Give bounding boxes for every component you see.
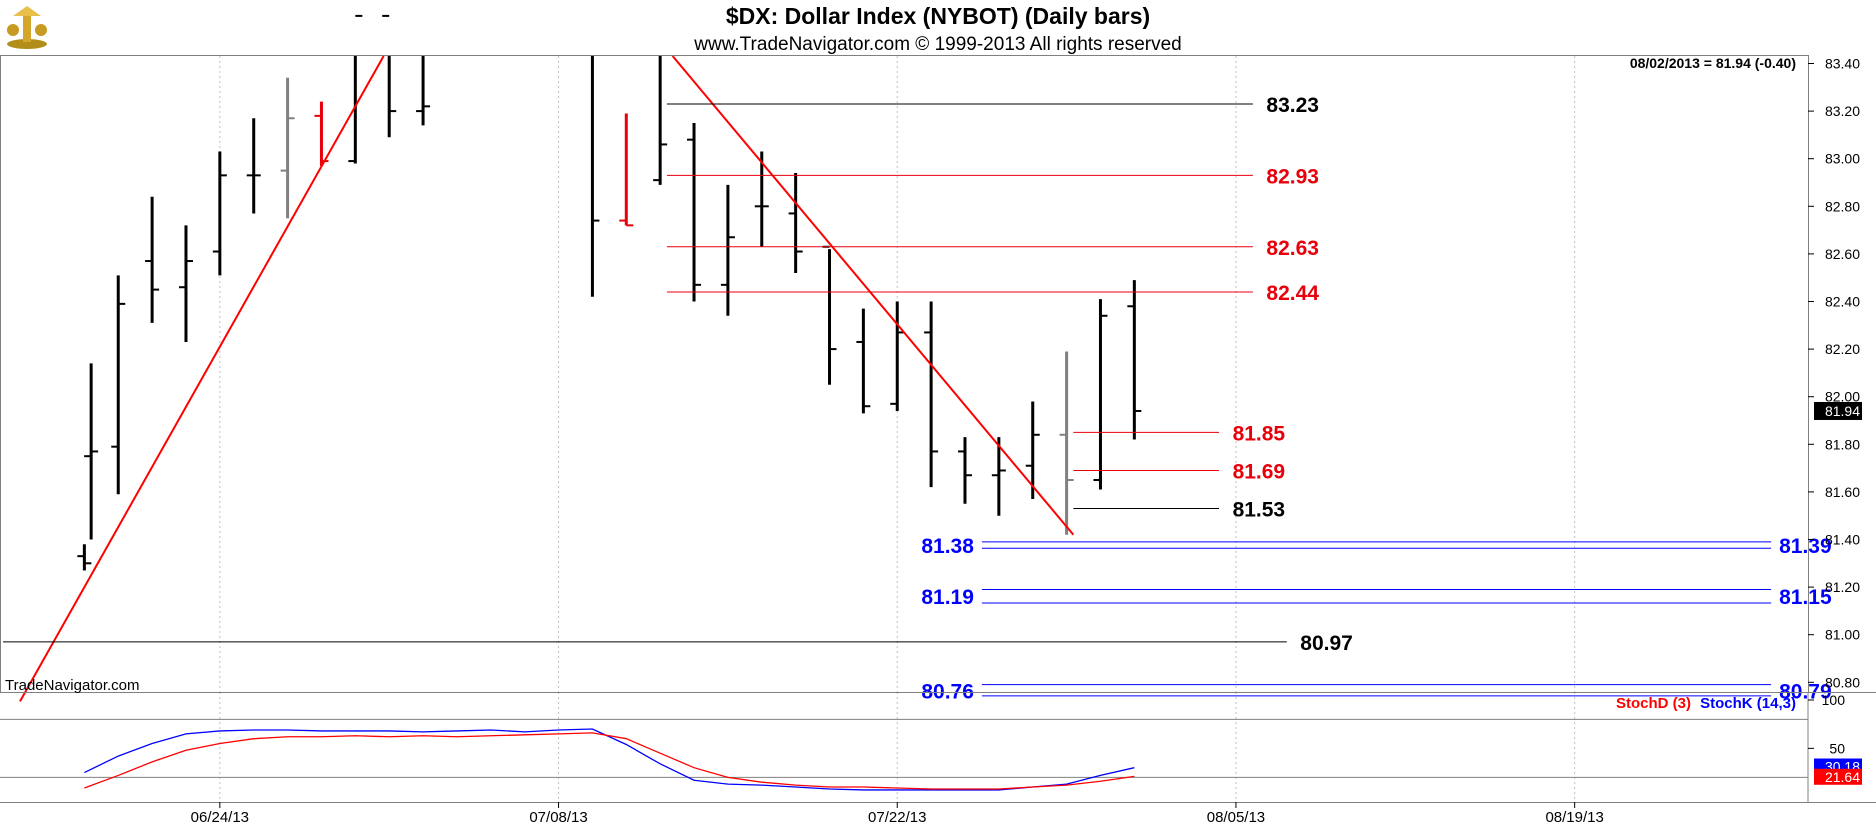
price-tick-label: 81.00 bbox=[1825, 627, 1860, 643]
ohlc-bar bbox=[720, 184, 735, 316]
watermark: TradeNavigator.com bbox=[5, 677, 140, 694]
stoch-tick-label: 50 bbox=[1829, 740, 1845, 756]
trendline bbox=[671, 55, 1075, 536]
price-panel-frame bbox=[0, 55, 1809, 693]
level-label: 81.53 bbox=[1233, 499, 1286, 522]
price-tick-label: 81.20 bbox=[1825, 579, 1860, 595]
price-tick-label: 82.40 bbox=[1825, 294, 1860, 310]
last-price-readout: 08/02/2013 = 81.94 (-0.40) bbox=[1630, 55, 1796, 71]
stoch-d-label: StochD (3) bbox=[1616, 695, 1691, 712]
zone-right-label: 81.15 bbox=[1779, 586, 1832, 609]
ohlc-bar bbox=[212, 151, 227, 276]
level-label: 82.44 bbox=[1266, 282, 1319, 305]
ohlc-bar bbox=[590, 56, 600, 297]
time-tick-label: 08/05/13 bbox=[1207, 809, 1265, 826]
price-tick-label: 81.40 bbox=[1825, 532, 1860, 548]
last-value-tag-label: 81.94 bbox=[1825, 403, 1860, 419]
stoch-k-label: StochK (14,3) bbox=[1700, 695, 1796, 712]
level-label: 83.23 bbox=[1266, 94, 1319, 117]
ohlc-bar bbox=[280, 77, 295, 219]
zone-left-label: 81.19 bbox=[921, 586, 974, 609]
time-tick-label: 07/08/13 bbox=[529, 809, 587, 826]
last-value-tag bbox=[1814, 401, 1862, 420]
ohlc-bar bbox=[619, 113, 634, 227]
level-label: 82.63 bbox=[1266, 237, 1319, 260]
stoch-grid bbox=[0, 692, 1809, 802]
ohlc-bar bbox=[653, 56, 668, 185]
price-tick-label: 82.60 bbox=[1825, 246, 1860, 262]
ohlc-bar bbox=[924, 301, 939, 488]
ohlc-bar bbox=[77, 544, 92, 571]
ohlc-bar bbox=[84, 363, 99, 540]
time-tick-label: 08/19/13 bbox=[1545, 809, 1603, 826]
price-tick-label: 83.40 bbox=[1825, 56, 1860, 72]
ohlc-bar bbox=[822, 245, 837, 385]
price-tick-label: 83.20 bbox=[1825, 103, 1860, 119]
zone-right-label: 81.39 bbox=[1779, 535, 1832, 558]
trade-navigator-logo-icon bbox=[7, 6, 47, 49]
trendlines bbox=[19, 55, 1075, 702]
ohlc-bar bbox=[382, 14, 397, 138]
price-tick-label: 81.60 bbox=[1825, 484, 1860, 500]
ohlc-bar bbox=[754, 151, 769, 247]
zone-right-label: 80.79 bbox=[1779, 680, 1832, 703]
ohlc-bar bbox=[145, 196, 160, 323]
level-label: 82.93 bbox=[1266, 165, 1319, 188]
time-tick-label: 06/24/13 bbox=[191, 809, 249, 826]
price-tick-label: 83.00 bbox=[1825, 151, 1860, 167]
ohlc-bar bbox=[1127, 280, 1142, 440]
ohlc-bar bbox=[687, 123, 702, 302]
time-tick-label: 07/22/13 bbox=[868, 809, 926, 826]
price-tick-label: 82.80 bbox=[1825, 198, 1860, 214]
chart-title: $DX: Dollar Index (NYBOT) (Daily bars) bbox=[726, 3, 1150, 29]
stoch-tick-label: 100 bbox=[1822, 692, 1846, 708]
zone-left-label: 80.76 bbox=[921, 680, 974, 703]
ohlc-bar bbox=[178, 225, 193, 342]
ohlc-bar bbox=[1025, 401, 1040, 500]
ohlc-bar bbox=[348, 14, 363, 164]
ohlc-bar bbox=[111, 275, 126, 495]
ohlc-bar bbox=[1093, 299, 1108, 490]
copyright-line: www.TradeNavigator.com © 1999-2013 All r… bbox=[693, 34, 1181, 55]
stoch-d-line bbox=[84, 732, 1135, 790]
level-label: 81.69 bbox=[1233, 460, 1286, 483]
price-axis: 83.40 83.20 83.00 82.80 82.60 82.40 82.20 82.00… bbox=[1808, 56, 1862, 690]
price-levels: 83.23 82.93 82.63 82.44 81.85 81.69 81.53 80.97… bbox=[3, 94, 1832, 703]
ohlc-bar bbox=[957, 437, 972, 504]
ohlc-bar bbox=[856, 308, 871, 414]
price-tick-label: 82.20 bbox=[1825, 341, 1860, 357]
ohlc-bar bbox=[991, 437, 1006, 516]
price-tick-label: 80.80 bbox=[1825, 674, 1860, 690]
level-label: 80.97 bbox=[1300, 632, 1353, 655]
time-axis: 06/24/13 07/08/13 07/22/13 08/05/13 08/19/13 bbox=[191, 802, 1604, 826]
price-tick-label: 82.00 bbox=[1825, 389, 1860, 405]
level-label: 81.85 bbox=[1233, 422, 1286, 445]
stoch-lines bbox=[84, 728, 1135, 791]
stoch-d-tag-label: 21.64 bbox=[1825, 769, 1860, 785]
trendline bbox=[19, 55, 385, 702]
ohlc-bar bbox=[788, 172, 803, 273]
ohlc-bar bbox=[416, 56, 431, 126]
price-tick-label: 81.80 bbox=[1825, 436, 1860, 452]
stoch-k-line bbox=[84, 728, 1135, 791]
price-bars bbox=[77, 14, 1142, 571]
stoch-d-tag bbox=[1814, 768, 1862, 785]
zone-left-label: 81.38 bbox=[921, 535, 974, 558]
ohlc-bar bbox=[246, 118, 261, 214]
ohlc-bar bbox=[1059, 351, 1074, 535]
